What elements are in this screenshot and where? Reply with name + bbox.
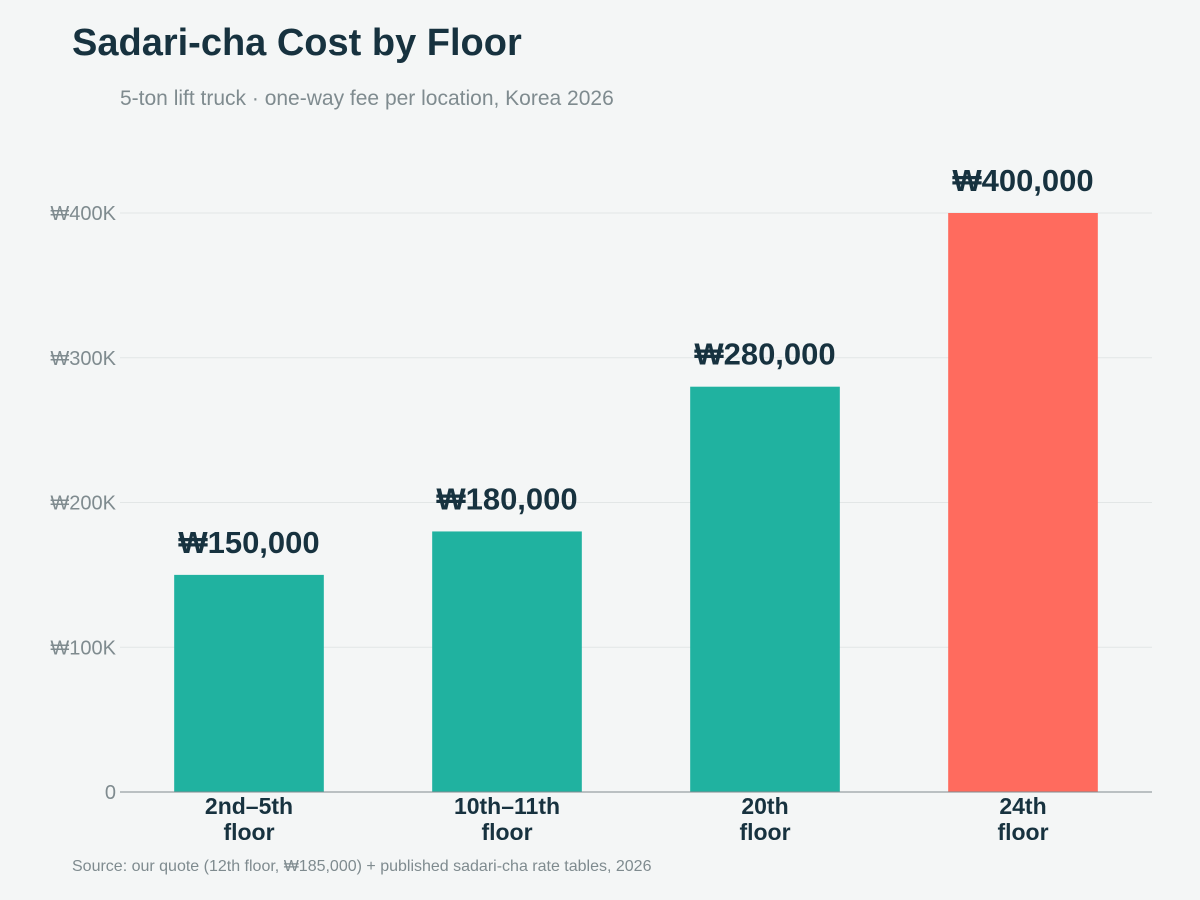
- bars: [174, 213, 1098, 792]
- value-labels: ₩150,000 ₩180,000 ₩280,000 ₩400,000: [178, 163, 1093, 560]
- y-tick-label: 0: [105, 782, 116, 804]
- source-note: Source: our quote (12th floor, ₩185,000)…: [72, 858, 652, 875]
- bar: [174, 574, 324, 792]
- bar: [690, 386, 840, 792]
- x-axis-ticks: 2nd–5th floor 10th–11th floor 20th floor 24th f…: [205, 793, 1049, 845]
- chart-subtitle: 5-ton lift truck · one-way fee per locat…: [120, 87, 614, 110]
- chart-title: Sadari-cha Cost by Floor: [72, 22, 522, 64]
- x-tick-label: 24th floor: [997, 793, 1048, 845]
- value-label: ₩150,000: [178, 525, 319, 560]
- y-tick-label: ₩300K: [50, 348, 116, 370]
- value-label: ₩280,000: [694, 337, 835, 372]
- y-tick-label: ₩100K: [50, 637, 116, 659]
- bar: [432, 531, 582, 792]
- x-tick-label: 20th floor: [739, 793, 790, 845]
- value-label: ₩180,000: [436, 481, 577, 516]
- bar: [948, 213, 1098, 792]
- y-axis-ticks: 0 ₩100K ₩200K ₩300K ₩400K: [50, 203, 116, 804]
- x-tick-label: 10th–11th floor: [454, 793, 560, 845]
- x-tick-label: 2nd–5th floor: [205, 793, 293, 845]
- y-tick-label: ₩400K: [50, 203, 116, 225]
- value-label: ₩400,000: [952, 163, 1093, 198]
- y-tick-label: ₩200K: [50, 493, 116, 515]
